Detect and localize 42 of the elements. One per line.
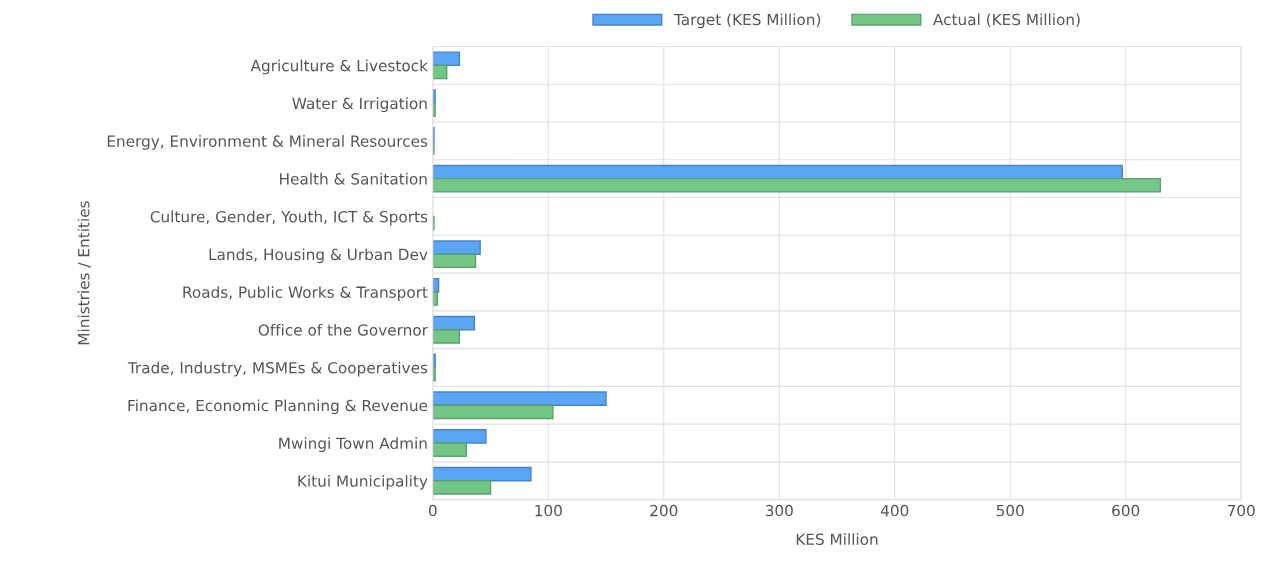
- bar: [432, 89, 436, 104]
- y-tick-label: Office of the Governor: [258, 323, 428, 336]
- bar: [432, 366, 436, 382]
- y-tick-label: Culture, Gender, Youth, ICT & Sports: [150, 210, 428, 226]
- x-tick-label: 0: [428, 504, 437, 517]
- bar: [432, 480, 492, 495]
- x-axis-title: KES Million: [796, 533, 878, 546]
- bar: [432, 291, 439, 306]
- bar: [432, 429, 487, 444]
- legend-label: Target (KES Million): [673, 13, 821, 29]
- x-tick-label: 600: [1112, 504, 1140, 517]
- bar: [432, 64, 448, 80]
- bar: [432, 240, 481, 255]
- bar: [432, 315, 476, 331]
- x-tick-label: 200: [650, 504, 678, 517]
- bar: [432, 404, 554, 420]
- bar: [432, 51, 461, 67]
- x-tick-label: 300: [765, 504, 793, 517]
- x-tick-label: 500: [996, 504, 1024, 517]
- bar: [432, 466, 532, 482]
- bar: [432, 353, 436, 369]
- bar: [432, 177, 1162, 193]
- bar: [432, 329, 461, 344]
- y-tick-label: Finance, Economic Planning & Revenue: [128, 399, 428, 415]
- x-tick-label: 700: [1227, 504, 1255, 517]
- bar: [432, 442, 468, 457]
- y-tick-label: Health & Sanitation: [280, 172, 427, 185]
- bar: [432, 253, 477, 269]
- y-tick-label: Water & Irrigation: [292, 97, 427, 113]
- x-tick-label: 100: [535, 504, 562, 517]
- y-tick-label: Mwingi Town Admin: [279, 437, 427, 452]
- y-tick-label: Kitui Municipality: [298, 474, 428, 490]
- x-tick-label: 400: [880, 504, 909, 517]
- y-tick-label: Trade, Industry, MSMEs & Cooperatives: [127, 361, 428, 377]
- bar: [432, 391, 607, 406]
- y-tick-label: Energy, Environment & Mineral Resources: [107, 135, 428, 150]
- legend-label: Actual (KES Million): [933, 13, 1080, 28]
- y-axis-title: Ministries / Entities: [77, 201, 91, 345]
- bar: [432, 102, 436, 118]
- y-tick-label: Lands, Housing & Urban Dev: [209, 248, 428, 264]
- y-tick-label: Agriculture & Livestock: [250, 59, 428, 75]
- y-tick-label: Roads, Public Works & Transport: [183, 286, 428, 301]
